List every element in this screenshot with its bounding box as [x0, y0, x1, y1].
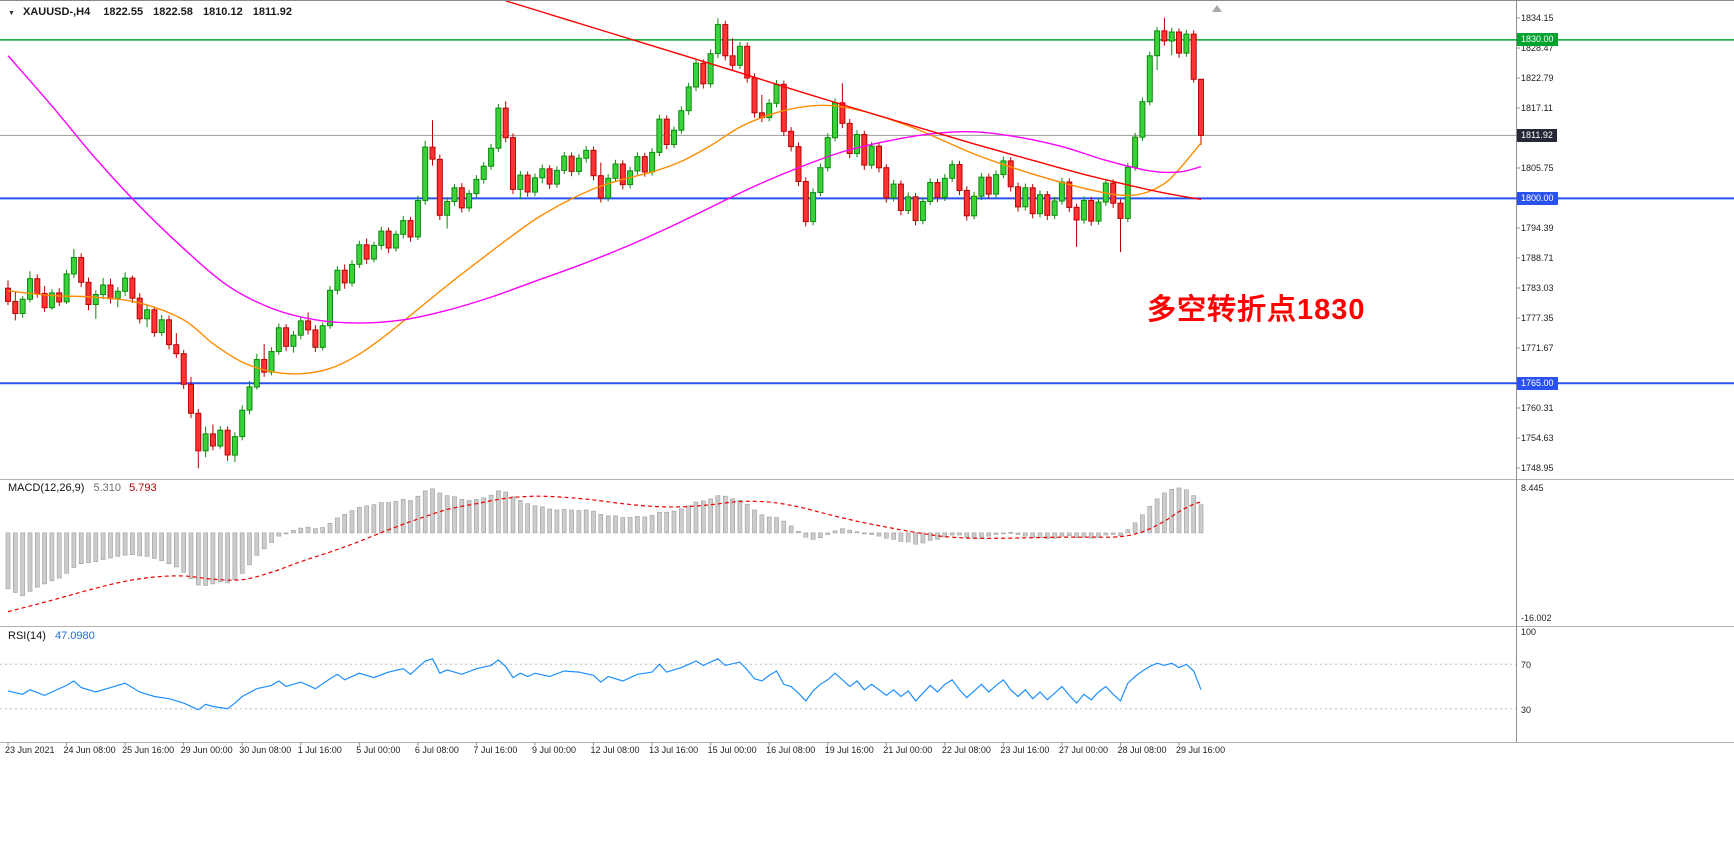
time-axis-label: 16 Jul 08:00 — [766, 745, 816, 755]
rsi-name: RSI(14) — [8, 630, 46, 642]
chart-header: ▼ XAUUSD-,H4 1822.55 1822.58 1810.12 181… — [8, 6, 299, 18]
hline-price-badge: 1830.00 — [1517, 33, 1558, 47]
medium-ma-magenta-line — [7, 55, 1202, 324]
time-axis-label: 21 Jul 00:00 — [883, 745, 933, 755]
price-axis-label: 1805.75 — [1521, 163, 1554, 173]
hline-price-badge: 1765.00 — [1517, 376, 1558, 390]
time-axis-label: 27 Jul 00:00 — [1058, 745, 1108, 755]
price-axis-label: 1834.15 — [1521, 13, 1554, 23]
time-axis-label: 24 Jun 08:00 — [63, 745, 116, 755]
ohlc-open-value: 1822.55 — [103, 6, 144, 18]
fast-ma-orange-line — [7, 104, 1202, 375]
chart-shift-marker-icon[interactable] — [1212, 5, 1222, 12]
chart-annotation-text[interactable]: 多空转折点1830 — [1147, 294, 1366, 326]
macd-histogram — [5, 487, 1204, 596]
macd-signal-value: 5.793 — [129, 482, 157, 494]
horizontal-level-lines[interactable] — [0, 39, 1734, 385]
rsi-value: 47.0980 — [54, 630, 95, 642]
macd-scale-top-label: 8.445 — [1521, 483, 1544, 493]
symbol-dropdown-icon[interactable]: ▼ — [8, 10, 15, 17]
time-axis-label: 15 Jul 00:00 — [707, 745, 757, 755]
time-axis-label: 29 Jun 00:00 — [180, 745, 233, 755]
axis-ticks — [7, 17, 1520, 746]
price-axis-label: 1817.11 — [1521, 103, 1553, 113]
ohlc-low-value: 1810.12 — [202, 6, 243, 18]
macd-scale-bottom-label: -16.002 — [1521, 613, 1552, 623]
macd-name: MACD(12,26,9) — [8, 482, 85, 494]
price-axis-label: 1777.35 — [1521, 313, 1554, 323]
time-axis-label: 5 Jul 00:00 — [356, 745, 401, 755]
rsi-indicator-label: RSI(14) 47.0980 — [8, 630, 95, 642]
price-axis-label: 1760.31 — [1521, 403, 1554, 413]
time-axis-label: 13 Jul 16:00 — [649, 745, 699, 755]
time-axis-label: 9 Jul 00:00 — [531, 745, 576, 755]
time-axis-label: 28 Jul 08:00 — [1117, 745, 1167, 755]
rsi-panel — [0, 658, 1516, 711]
ohlc-high-value: 1822.58 — [153, 6, 193, 18]
price-axis-label: 1822.79 — [1521, 73, 1554, 83]
price-axis-label: 1783.03 — [1521, 283, 1554, 293]
time-axis-label: 25 Jun 16:00 — [122, 745, 175, 755]
time-axis-label: 23 Jul 16:00 — [1000, 745, 1050, 755]
rsi-scale-label: 100 — [1521, 627, 1537, 637]
rsi-scale-label: 70 — [1521, 660, 1532, 671]
price-axis-label: 1828.47 — [1521, 43, 1554, 53]
candlestick-series — [5, 17, 1204, 469]
time-axis-label: 29 Jul 16:00 — [1176, 745, 1226, 755]
symbol-timeframe-label: XAUUSD-,H4 — [23, 6, 91, 18]
time-axis-label: 22 Jul 08:00 — [941, 745, 991, 755]
price-axis-label: 1788.71 — [1521, 253, 1554, 263]
current-price-badge: 1811.92 — [1517, 128, 1557, 142]
rsi-line — [7, 658, 1202, 711]
time-axis-label: 12 Jul 08:00 — [590, 745, 640, 755]
time-axis-label: 1 Jul 16:00 — [297, 745, 342, 755]
panel-separators — [0, 1, 1734, 743]
price-axis-label: 1771.67 — [1521, 343, 1554, 353]
price-axis-label: 1794.39 — [1521, 223, 1554, 233]
macd-main-value: 5.310 — [93, 482, 122, 494]
time-axis-label: 7 Jul 16:00 — [473, 745, 518, 755]
time-axis-label: 6 Jul 08:00 — [414, 745, 459, 755]
macd-signal-line — [7, 495, 1202, 613]
slow-ma-red-line — [505, 1, 1202, 201]
price-axis-label: 1748.95 — [1521, 463, 1554, 473]
time-axis-label: 19 Jul 16:00 — [824, 745, 874, 755]
hline-price-badge: 1800.00 — [1517, 191, 1558, 205]
rsi-scale-label: 30 — [1521, 704, 1532, 715]
ohlc-close-value: 1811.92 — [252, 6, 292, 18]
time-axis-label: 23 Jun 2021 — [5, 745, 55, 755]
price-axis-label: 1754.63 — [1521, 433, 1554, 443]
macd-indicator-label: MACD(12,26,9) 5.310 5.793 — [8, 482, 157, 494]
time-axis-label: 30 Jun 08:00 — [239, 745, 292, 755]
